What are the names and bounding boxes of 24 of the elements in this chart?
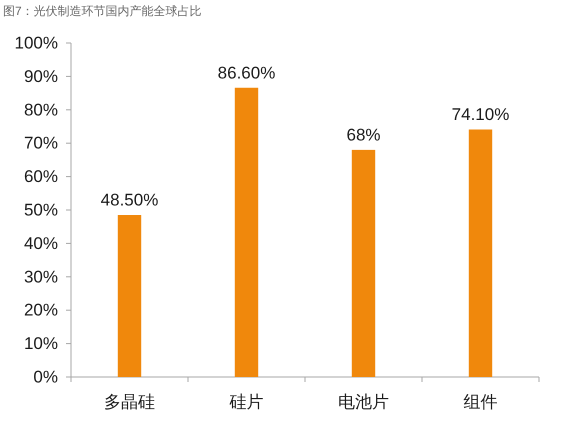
y-tick-label: 40% [24,234,58,253]
chart-title: 图7：光伏制造环节国内产能全球占比 [3,4,202,18]
x-tick-label: 硅片 [228,392,264,412]
y-tick-label: 10% [24,334,58,354]
x-tick-label: 电池片 [338,392,389,412]
data-label: 86.60% [218,63,276,82]
y-tick-label: 0% [33,368,58,386]
data-label: 74.10% [452,105,510,124]
y-tick-label: 100% [14,34,58,52]
x-tick-label: 组件 [464,392,498,412]
y-tick-label: 20% [24,300,58,320]
y-tick-label: 50% [24,200,58,220]
y-tick-label: 30% [24,267,58,286]
bar [118,215,142,377]
x-tick-label: 多晶硅 [104,392,155,412]
y-tick-label: 60% [24,167,58,186]
y-tick-label: 70% [24,134,58,153]
bar [234,88,258,377]
bar [468,130,492,377]
data-label: 68% [346,125,381,144]
bar [352,150,376,377]
y-tick-label: 80% [24,100,58,120]
data-label: 48.50% [100,190,158,210]
y-tick-label: 90% [24,66,58,86]
